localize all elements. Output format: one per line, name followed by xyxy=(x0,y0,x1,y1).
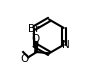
Text: Br: Br xyxy=(28,24,40,34)
Text: O: O xyxy=(31,34,40,44)
Text: O: O xyxy=(21,53,29,64)
Text: N: N xyxy=(62,40,70,50)
